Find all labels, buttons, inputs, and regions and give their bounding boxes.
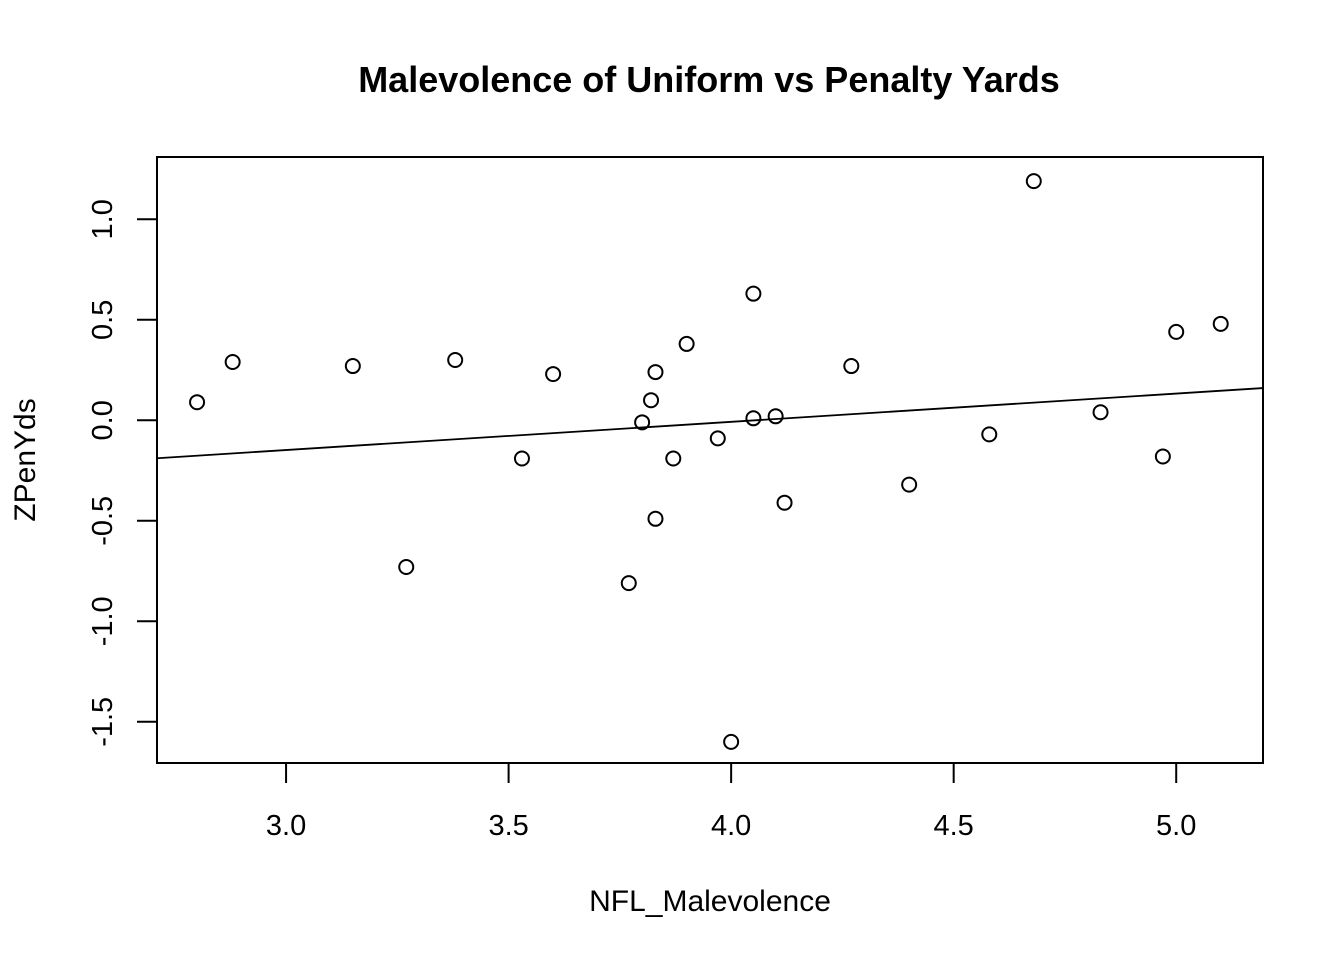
chart-title: Malevolence of Uniform vs Penalty Yards (358, 59, 1060, 100)
data-point (745, 285, 762, 302)
data-point (513, 450, 530, 467)
data-point (620, 575, 637, 592)
data-point (189, 394, 206, 411)
data-point (901, 476, 918, 493)
data-point (723, 733, 740, 750)
y-tick-label: 1.0 (87, 199, 119, 239)
data-point (647, 510, 664, 527)
data-point (634, 414, 651, 431)
x-tick-label: 5.0 (1156, 810, 1196, 842)
data-point (1092, 404, 1109, 421)
plot-frame (156, 156, 1264, 764)
data-point (647, 364, 664, 381)
data-point (776, 494, 793, 511)
y-tick-label: -1.0 (87, 596, 119, 646)
data-point (843, 358, 860, 375)
regression-line (156, 387, 1264, 460)
data-point (398, 559, 415, 576)
data-point (1025, 173, 1042, 190)
data-point (1168, 323, 1185, 340)
points-layer (189, 173, 1229, 750)
x-tick-label: 4.0 (711, 810, 751, 842)
data-point (643, 392, 660, 409)
x-tick-label: 3.0 (266, 810, 306, 842)
y-tick-label: 0.0 (87, 400, 119, 440)
data-point (678, 335, 695, 352)
x-tick-label: 3.5 (488, 810, 528, 842)
x-axis-label: NFL_Malevolence (589, 885, 831, 918)
y-tick-label: 0.5 (87, 300, 119, 340)
data-point (447, 352, 464, 369)
data-point (344, 358, 361, 375)
data-point (981, 426, 998, 443)
regression-line-layer (156, 387, 1264, 460)
x-axis: 3.0 3.5 4.0 4.5 5.0 (266, 762, 1196, 842)
data-point (1212, 315, 1229, 332)
data-point (709, 430, 726, 447)
data-point (767, 408, 784, 425)
y-axis-label: ZPenYds (9, 398, 42, 521)
data-point (665, 450, 682, 467)
y-axis: -1.5 -1.0 -0.5 0.0 0.5 1.0 (87, 199, 158, 747)
data-point (224, 354, 241, 371)
x-tick-label: 4.5 (934, 810, 974, 842)
data-point (545, 366, 562, 383)
y-tick-label: -1.5 (87, 697, 119, 747)
data-point (745, 410, 762, 427)
data-point (1154, 448, 1171, 465)
y-tick-label: -0.5 (87, 496, 119, 546)
